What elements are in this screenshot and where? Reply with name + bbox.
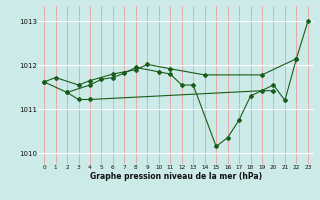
X-axis label: Graphe pression niveau de la mer (hPa): Graphe pression niveau de la mer (hPa): [90, 172, 262, 181]
